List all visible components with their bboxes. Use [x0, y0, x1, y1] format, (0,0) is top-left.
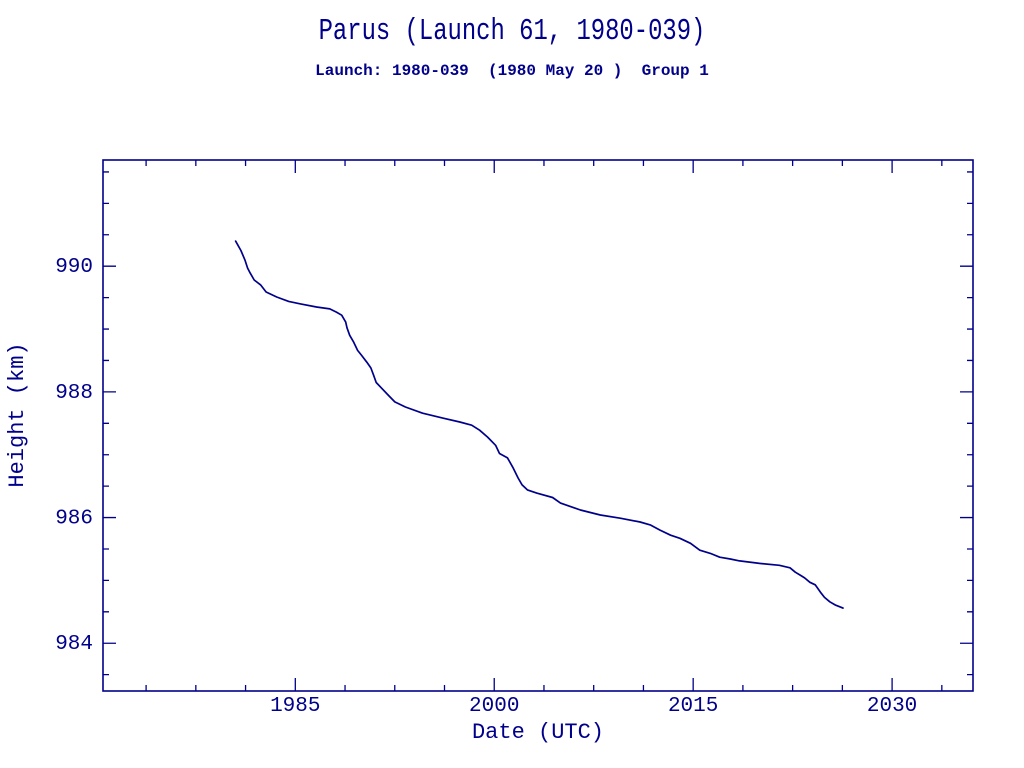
height-curve [234, 240, 844, 609]
y-tick-label: 990 [55, 256, 93, 279]
y-tick-label: 984 [55, 633, 93, 656]
x-tick-label: 1985 [270, 695, 320, 718]
chart-title: Parus (Launch 61, 1980-039) [318, 14, 706, 49]
y-tick-label: 988 [55, 382, 93, 405]
axis-ticks [103, 160, 973, 691]
axis-frame [102, 159, 974, 692]
x-axis-label: Date (UTC) [471, 720, 605, 745]
x-tick-label: 2015 [668, 695, 718, 718]
x-tick-label: 2000 [469, 695, 519, 718]
chart-subtitle: Launch: 1980-039 (1980 May 20 ) Group 1 [315, 62, 709, 80]
x-tick-label: 2030 [867, 695, 917, 718]
y-tick-label: 986 [55, 508, 93, 531]
